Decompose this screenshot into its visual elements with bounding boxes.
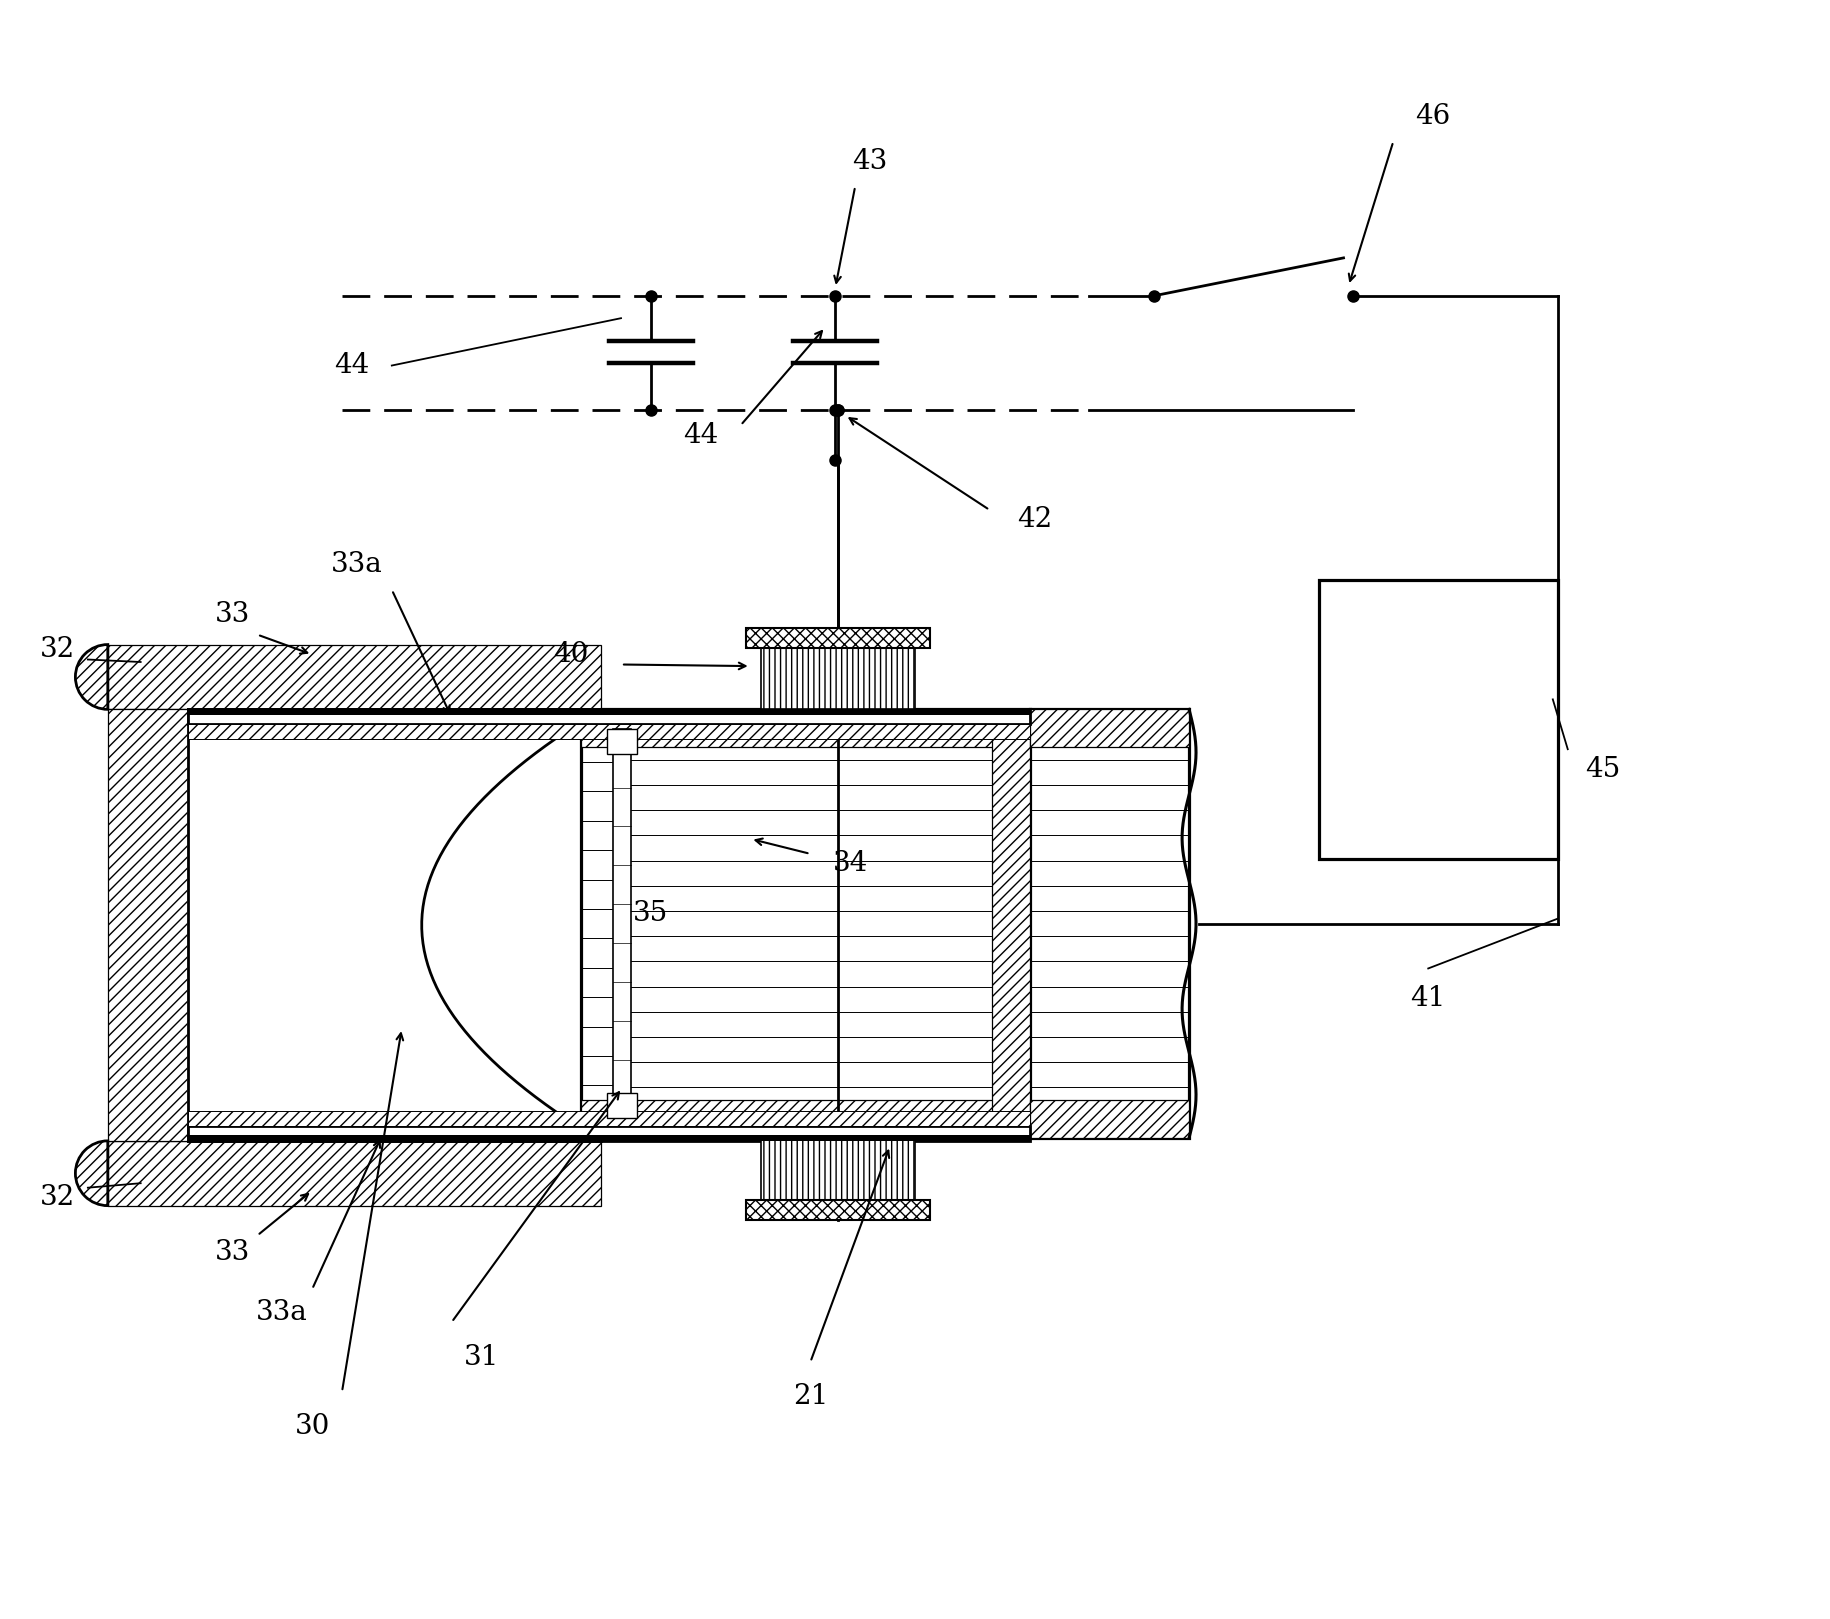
- Text: 32: 32: [40, 636, 75, 664]
- Bar: [580, 709, 1028, 1138]
- Bar: [108, 709, 187, 1141]
- Text: 42: 42: [1016, 507, 1052, 534]
- Text: 31: 31: [463, 1344, 500, 1371]
- Bar: [580, 709, 1028, 748]
- Bar: [608, 729, 637, 754]
- Text: 33a: 33a: [331, 552, 382, 578]
- Text: 46: 46: [1415, 104, 1449, 130]
- Bar: [187, 709, 1028, 716]
- Bar: [745, 1200, 930, 1219]
- Text: 41: 41: [1409, 984, 1446, 1012]
- Text: 32: 32: [40, 1183, 75, 1211]
- Bar: [187, 1135, 1028, 1141]
- Bar: [580, 1099, 1028, 1138]
- Bar: [187, 1125, 1028, 1141]
- Bar: [992, 709, 1028, 1138]
- Bar: [1028, 709, 1188, 1138]
- Bar: [108, 644, 600, 709]
- Text: 34: 34: [833, 850, 867, 877]
- Text: 33: 33: [214, 1239, 251, 1266]
- Text: 21: 21: [792, 1384, 827, 1410]
- Wedge shape: [75, 1141, 108, 1206]
- Bar: [608, 1093, 637, 1119]
- Text: 45: 45: [1585, 756, 1620, 782]
- Text: 33: 33: [214, 601, 251, 628]
- Bar: [745, 628, 930, 648]
- Bar: [187, 709, 1028, 724]
- Bar: [187, 1111, 1028, 1125]
- Bar: [619, 748, 992, 1099]
- Bar: [108, 1141, 600, 1206]
- Text: 40: 40: [553, 641, 589, 669]
- Text: 30: 30: [295, 1413, 329, 1441]
- Polygon shape: [187, 709, 600, 1141]
- Text: 44: 44: [335, 351, 370, 379]
- Bar: [613, 729, 631, 1119]
- Bar: [759, 1138, 915, 1200]
- Bar: [1318, 580, 1557, 858]
- Bar: [759, 648, 915, 709]
- Bar: [1028, 709, 1188, 748]
- Text: 44: 44: [683, 423, 717, 448]
- Bar: [187, 724, 1028, 740]
- Bar: [1028, 1099, 1188, 1138]
- Text: 35: 35: [633, 900, 668, 928]
- Text: 33a: 33a: [256, 1298, 307, 1326]
- Wedge shape: [75, 644, 108, 709]
- Text: 43: 43: [853, 147, 888, 175]
